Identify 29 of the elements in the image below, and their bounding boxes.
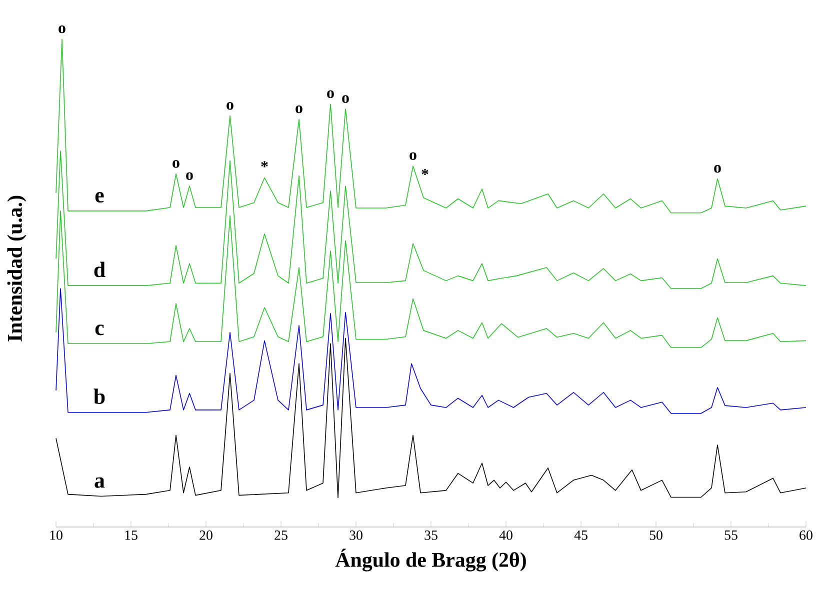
annotation: o [58,26,66,34]
x-tick-label: 30 [350,530,362,540]
annotation: o [714,165,721,173]
series-label: b [94,388,105,404]
annotation: o [172,160,180,168]
x-tick-label: 40 [499,530,512,540]
annotation: o [410,152,416,160]
series-label: e [95,192,104,203]
annotation: * [422,168,428,176]
x-tick-label: 20 [200,530,212,540]
x-tick-label: 60 [800,530,812,540]
annotation: o [342,95,349,103]
annotation: o [296,106,302,114]
x-tick-label: 55 [724,530,738,540]
series-label: a [94,477,105,488]
x-tick-label: 45 [574,530,588,540]
x-tick-label: 15 [125,530,138,540]
annotation: * [261,161,268,168]
x-tick-label: 50 [650,530,662,540]
y-axis-title: Intensidad (u.a.) [7,196,26,342]
annotation: o [226,102,234,110]
x-tick-label: 10 [50,530,62,540]
annotation: o [327,90,334,98]
x-tick-label: 35 [424,530,438,540]
annotation: o [186,172,193,180]
series-label: c [95,324,104,336]
series-label: d [94,262,106,278]
x-axis-title: Ángulo de Bragg (2θ) [335,548,526,572]
x-tick-label: 25 [274,530,288,540]
